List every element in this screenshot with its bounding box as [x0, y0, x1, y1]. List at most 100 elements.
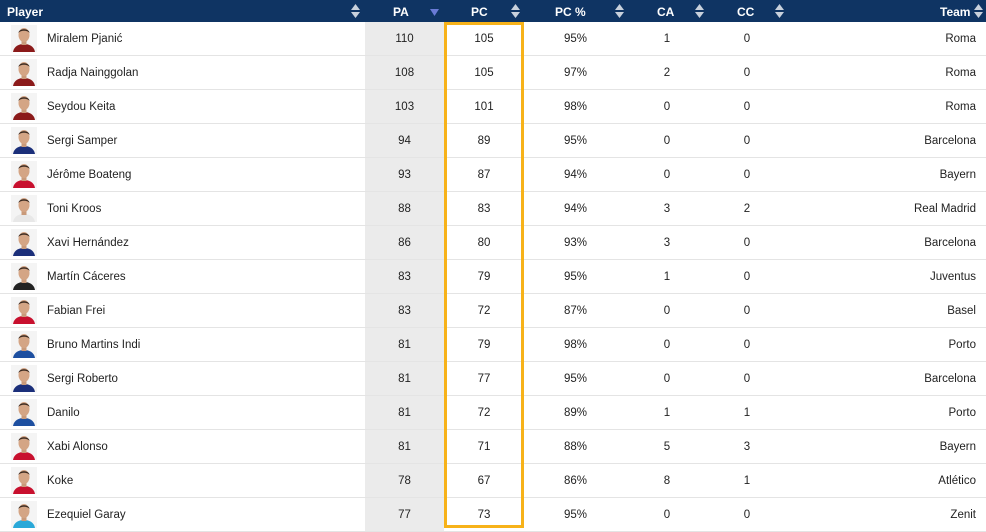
ca-value: 1: [663, 33, 671, 45]
team-value: Atlético: [938, 475, 976, 487]
team-value: Barcelona: [924, 237, 976, 249]
ca-value: 1: [663, 407, 671, 419]
header-pc-pct[interactable]: PC %: [555, 5, 586, 19]
cc-value: 0: [743, 373, 751, 385]
pc-value: 83: [477, 203, 491, 215]
player-avatar: [11, 501, 37, 528]
team-value: Basel: [947, 305, 976, 317]
pc-pct-value: 86%: [563, 475, 588, 487]
ca-value: 0: [663, 373, 671, 385]
pc-pct-value: 95%: [563, 509, 588, 521]
sort-icon[interactable]: [695, 4, 704, 18]
player-avatar: [11, 331, 37, 358]
sort-icon[interactable]: [775, 4, 784, 18]
table-row[interactable]: Ezequiel Garay 77 73 95% 0 0 Zenit: [0, 498, 986, 532]
pc-pct-value: 97%: [563, 67, 588, 79]
player-name[interactable]: Fabian Frei: [47, 305, 106, 317]
sort-icon[interactable]: [974, 4, 983, 18]
sort-icon[interactable]: [615, 4, 624, 18]
ca-value: 0: [663, 305, 671, 317]
cc-value: 1: [743, 407, 751, 419]
table-row[interactable]: Sergi Samper 94 89 95% 0 0 Barcelona: [0, 124, 986, 158]
cc-value: 1: [743, 475, 751, 487]
team-value: Real Madrid: [914, 203, 976, 215]
pc-value: 77: [477, 373, 491, 385]
table-row[interactable]: Xabi Alonso 81 71 88% 5 3 Bayern: [0, 430, 986, 464]
player-name[interactable]: Miralem Pjanić: [47, 33, 123, 45]
player-name[interactable]: Danilo: [47, 407, 80, 419]
ca-value: 0: [663, 339, 671, 351]
pa-value: 81: [398, 339, 411, 351]
header-team[interactable]: Team: [940, 5, 971, 19]
pc-pct-value: 95%: [563, 135, 588, 147]
header-ca[interactable]: CA: [657, 5, 675, 19]
table-row[interactable]: Seydou Keita 103 101 98% 0 0 Roma: [0, 90, 986, 124]
pc-pct-value: 98%: [563, 339, 588, 351]
table-row[interactable]: Radja Nainggolan 108 105 97% 2 0 Roma: [0, 56, 986, 90]
pc-pct-value: 88%: [563, 441, 588, 453]
table-row[interactable]: Jérôme Boateng 93 87 94% 0 0 Bayern: [0, 158, 986, 192]
ca-value: 1: [663, 271, 671, 283]
pc-value: 101: [474, 101, 494, 113]
player-name[interactable]: Jérôme Boateng: [47, 169, 132, 181]
cc-value: 0: [743, 33, 751, 45]
table-row[interactable]: Danilo 81 72 89% 1 1 Porto: [0, 396, 986, 430]
player-name[interactable]: Martín Cáceres: [47, 271, 126, 283]
team-value: Porto: [948, 407, 977, 419]
pa-value: 81: [398, 373, 411, 385]
ca-value: 3: [663, 203, 671, 215]
player-name[interactable]: Radja Nainggolan: [47, 67, 139, 79]
team-value: Roma: [945, 33, 976, 45]
table-row[interactable]: Miralem Pjanić 110 105 95% 1 0 Roma: [0, 22, 986, 56]
cc-value: 0: [743, 305, 751, 317]
header-player[interactable]: Player: [7, 5, 44, 19]
cc-value: 0: [743, 169, 751, 181]
sort-icon[interactable]: [351, 4, 360, 18]
team-value: Porto: [948, 339, 977, 351]
table-row[interactable]: Bruno Martins Indi 81 79 98% 0 0 Porto: [0, 328, 986, 362]
pc-pct-value: 89%: [563, 407, 588, 419]
header-pa[interactable]: PA: [393, 5, 409, 19]
cc-value: 3: [743, 441, 751, 453]
table-row[interactable]: Fabian Frei 83 72 87% 0 0 Basel: [0, 294, 986, 328]
player-name[interactable]: Xabi Alonso: [47, 441, 108, 453]
player-name[interactable]: Sergi Roberto: [47, 373, 118, 385]
player-avatar: [11, 195, 37, 222]
team-value: Barcelona: [924, 135, 976, 147]
team-value: Roma: [945, 101, 976, 113]
ca-value: 0: [663, 169, 671, 181]
cc-value: 0: [743, 271, 751, 283]
table-row[interactable]: Sergi Roberto 81 77 95% 0 0 Barcelona: [0, 362, 986, 396]
player-name[interactable]: Xavi Hernández: [47, 237, 129, 249]
ca-value: 0: [663, 135, 671, 147]
player-avatar: [11, 161, 37, 188]
player-name[interactable]: Sergi Samper: [47, 135, 118, 147]
player-name[interactable]: Koke: [47, 475, 74, 487]
player-name[interactable]: Seydou Keita: [47, 101, 116, 113]
sort-desc-icon[interactable]: [430, 9, 439, 17]
table-row[interactable]: Koke 78 67 86% 8 1 Atlético: [0, 464, 986, 498]
sort-icon[interactable]: [511, 4, 520, 18]
table-row[interactable]: Toni Kroos 88 83 94% 3 2 Real Madrid: [0, 192, 986, 226]
cc-value: 2: [743, 203, 751, 215]
sorted-column-background: [365, 22, 444, 531]
player-avatar: [11, 365, 37, 392]
player-avatar: [11, 229, 37, 256]
table-row[interactable]: Martín Cáceres 83 79 95% 1 0 Juventus: [0, 260, 986, 294]
player-name[interactable]: Ezequiel Garay: [47, 509, 126, 521]
pc-pct-value: 94%: [563, 169, 588, 181]
pa-value: 83: [398, 305, 411, 317]
cc-value: 0: [743, 101, 751, 113]
pc-value: 89: [477, 135, 491, 147]
table-row[interactable]: Xavi Hernández 86 80 93% 3 0 Barcelona: [0, 226, 986, 260]
player-name[interactable]: Toni Kroos: [47, 203, 102, 215]
player-name[interactable]: Bruno Martins Indi: [47, 339, 141, 351]
player-avatar: [11, 127, 37, 154]
pc-pct-value: 95%: [563, 373, 588, 385]
cc-value: 0: [743, 237, 751, 249]
cc-value: 0: [743, 67, 751, 79]
header-cc[interactable]: CC: [737, 5, 755, 19]
pc-pct-value: 95%: [563, 271, 588, 283]
header-pc[interactable]: PC: [471, 5, 488, 19]
player-avatar: [11, 263, 37, 290]
